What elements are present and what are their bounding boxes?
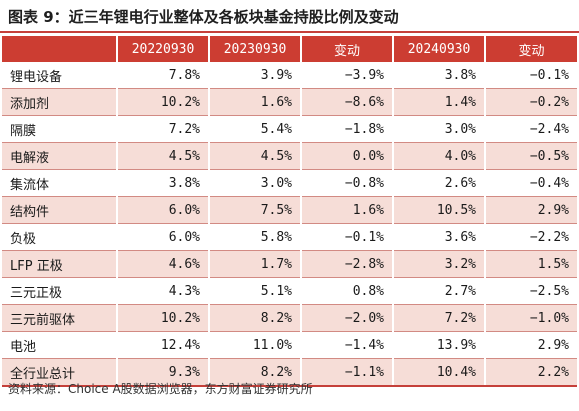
table-cell: −1.4% [301,331,394,359]
table-row: 电池 12.4% 11.0% −1.4% 13.9% 2.9% [2,331,577,359]
table-cell: −2.0% [301,304,394,332]
row-label: 三元前驱体 [2,304,118,332]
table-row: 结构件 6.0% 7.5% 1.6% 10.5% 2.9% [2,196,577,224]
table-cell: 1.6% [301,196,394,224]
table-cell: 4.6% [117,250,210,278]
header-cell [2,36,118,62]
table-row: 负极 6.0% 5.8% −0.1% 3.6% −2.2% [2,223,577,251]
table-cell: 10.2% [117,88,210,116]
table-cell: 4.3% [117,277,210,305]
table-cell: 5.1% [209,277,302,305]
row-label: 集流体 [2,169,118,197]
table-row: 三元前驱体 10.2% 8.2% −2.0% 7.2% −1.0% [2,304,577,332]
table-cell: −0.5% [485,142,577,170]
row-label: 结构件 [2,196,118,224]
table-cell: 1.6% [209,88,302,116]
row-label: 电解液 [2,142,118,170]
table-cell: 3.8% [117,169,210,197]
table-cell: −8.6% [301,88,394,116]
header-cell: 20240930 [393,36,486,62]
table-cell: −1.8% [301,115,394,143]
table-cell: 8.2% [209,358,302,387]
row-label: 添加剂 [2,88,118,116]
table-cell: 4.5% [209,142,302,170]
table-cell: 7.5% [209,196,302,224]
table-cell: −0.1% [485,62,577,89]
table-cell: 11.0% [209,331,302,359]
table-cell: 7.8% [117,62,210,89]
row-label: 全行业总计 [2,358,118,387]
table-row-total: 全行业总计 9.3% 8.2% −1.1% 10.4% 2.2% [2,358,577,387]
table-cell: 12.4% [117,331,210,359]
table-cell: 5.4% [209,115,302,143]
row-label: 电池 [2,331,118,359]
table-row: 三元正极 4.3% 5.1% 0.8% 2.7% −2.5% [2,277,577,305]
table-cell: −0.4% [485,169,577,197]
table-cell: 2.9% [485,331,577,359]
table-cell: 0.8% [301,277,394,305]
table-cell: −1.0% [485,304,577,332]
holdings-table: 20220930 20230930 变动 20240930 变动 锂电设备 7.… [2,36,577,387]
row-label: 锂电设备 [2,62,118,89]
table-cell: 4.5% [117,142,210,170]
table-cell: −1.1% [301,358,394,387]
table-cell: −3.9% [301,62,394,89]
table-cell: 5.8% [209,223,302,251]
table-row: 集流体 3.8% 3.0% −0.8% 2.6% −0.4% [2,169,577,197]
row-label: 隔膜 [2,115,118,143]
table-cell: 2.6% [393,169,486,197]
table-cell: 3.0% [209,169,302,197]
table-cell: 13.9% [393,331,486,359]
table-cell: 10.5% [393,196,486,224]
table-cell: −0.2% [485,88,577,116]
table-cell: 7.2% [117,115,210,143]
table-cell: 7.2% [393,304,486,332]
header-cell: 变动 [301,36,394,62]
table-cell: 2.9% [485,196,577,224]
table-cell: 8.2% [209,304,302,332]
table-cell: 3.9% [209,62,302,89]
table-row: 电解液 4.5% 4.5% 0.0% 4.0% −0.5% [2,142,577,170]
table-cell: 1.7% [209,250,302,278]
table-cell: 10.2% [117,304,210,332]
table-row: 锂电设备 7.8% 3.9% −3.9% 3.8% −0.1% [2,62,577,89]
table-row: 添加剂 10.2% 1.6% −8.6% 1.4% −0.2% [2,88,577,116]
source-note: 资料来源：Choice A股数据浏览器，东方财富证券研究所 [8,382,313,396]
table-header-row: 20220930 20230930 变动 20240930 变动 [2,36,577,62]
header-cell: 20230930 [209,36,302,62]
table-cell: 2.2% [485,358,577,387]
table-cell: 1.4% [393,88,486,116]
table-cell: 3.8% [393,62,486,89]
table-cell: 10.4% [393,358,486,387]
row-label: 三元正极 [2,277,118,305]
table-cell: −0.1% [301,223,394,251]
row-label: LFP 正极 [2,250,118,278]
table-cell: 6.0% [117,223,210,251]
row-label: 负极 [2,223,118,251]
table-cell: 2.7% [393,277,486,305]
title-divider [0,31,579,33]
header-cell: 变动 [485,36,577,62]
table-cell: 3.0% [393,115,486,143]
table-cell: 4.0% [393,142,486,170]
table-cell: 0.0% [301,142,394,170]
table-cell: 9.3% [117,358,210,387]
figure-title: 图表 9：近三年锂电行业整体及各板块基金持股比例及变动 [8,8,399,26]
table-row: 隔膜 7.2% 5.4% −1.8% 3.0% −2.4% [2,115,577,143]
table-cell: −2.4% [485,115,577,143]
table-cell: 3.6% [393,223,486,251]
header-cell: 20220930 [117,36,210,62]
table-row: LFP 正极 4.6% 1.7% −2.8% 3.2% 1.5% [2,250,577,278]
table-cell: −2.8% [301,250,394,278]
table-cell: −2.5% [485,277,577,305]
table-cell: −0.8% [301,169,394,197]
table-cell: 6.0% [117,196,210,224]
table-cell: 3.2% [393,250,486,278]
table-cell: 1.5% [485,250,577,278]
table-cell: −2.2% [485,223,577,251]
